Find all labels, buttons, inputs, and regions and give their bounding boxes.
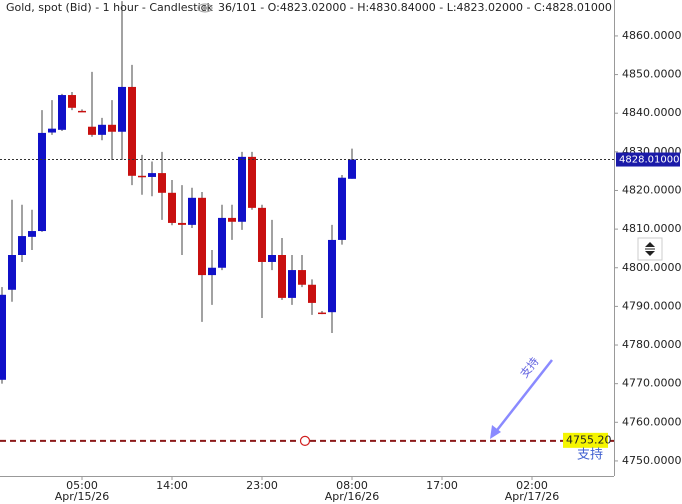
y-tick-label: 4780.00000 [622, 338, 682, 351]
support-label: 4755.20 [566, 433, 612, 446]
y-tick-label: 4810.00000 [622, 222, 682, 235]
y-tick-label: 4750.00000 [622, 454, 682, 467]
current-price-box [616, 152, 680, 167]
candle-body [198, 197, 206, 276]
candle-body [248, 156, 256, 208]
candle-body [338, 177, 346, 240]
y-tick-label: 4840.00000 [622, 106, 682, 119]
candle-body [88, 126, 96, 135]
y-tick-label: 4790.00000 [622, 299, 682, 312]
candle-body [28, 231, 36, 237]
candle-body [188, 197, 196, 225]
candle-body [228, 217, 236, 222]
candle-body [68, 95, 76, 108]
candle-body [0, 294, 6, 380]
candle-body [298, 270, 306, 285]
candle-body [158, 173, 166, 193]
candle-body [148, 173, 156, 177]
candle-body [58, 95, 66, 130]
x-date-label: Apr/15/26 [55, 490, 109, 503]
candle-body [178, 222, 186, 225]
candle-body [168, 192, 176, 223]
y-tick-label: 4760.00000 [622, 415, 682, 428]
candle-body [48, 128, 56, 133]
candle-body [38, 132, 46, 232]
candle-body [328, 239, 336, 313]
x-tick-label: 08:00 [336, 479, 368, 492]
y-tick-label: 4770.00000 [622, 377, 682, 390]
arrow-line [493, 359, 553, 435]
candle-body [278, 255, 286, 298]
candle-body [118, 86, 126, 132]
candle-body [258, 207, 266, 262]
y-tick-label: 4800.00000 [622, 261, 682, 274]
x-tick-label: 17:00 [426, 479, 458, 492]
x-date-label: Apr/16/26 [325, 490, 379, 503]
y-tick-label: 4860.00000 [622, 29, 682, 42]
current-price-label: 4828.01000 [619, 155, 679, 166]
candle-body [288, 270, 296, 298]
chart-title: Gold, spot (Bid) - 1 hour - Candlestick [6, 1, 214, 14]
candle-body [98, 124, 106, 135]
x-date-label: Apr/17/26 [505, 490, 559, 503]
candle-body [348, 159, 356, 179]
scale-button[interactable] [637, 237, 663, 261]
candle-body [318, 312, 326, 315]
x-tick-label: 14:00 [156, 479, 188, 492]
x-tick-label: 23:00 [246, 479, 278, 492]
y-tick-label: 4820.00000 [622, 183, 682, 196]
candle-body [238, 156, 246, 222]
support-box [563, 432, 608, 448]
candle-body [8, 255, 16, 290]
candle-body [108, 124, 116, 132]
support-anchor [299, 435, 311, 446]
candle-body [128, 86, 136, 176]
candle-body [268, 255, 276, 262]
candle-body [208, 267, 216, 276]
candle-body [218, 217, 226, 268]
candle-body [308, 284, 316, 303]
candle-body [78, 110, 86, 113]
y-tick-label: 4850.00000 [622, 68, 682, 81]
support-text: 支持 [577, 447, 603, 462]
candle-body [138, 175, 146, 178]
candle-body [18, 236, 26, 255]
x-tick-label: 02:00 [516, 479, 548, 492]
arrow-head [490, 425, 501, 439]
eye-icon[interactable] [197, 3, 213, 13]
x-tick-label: 05:00 [66, 479, 98, 492]
chart-subtitle: 36/101 - O:4823.02000 - H:4830.84000 - L… [218, 1, 612, 14]
